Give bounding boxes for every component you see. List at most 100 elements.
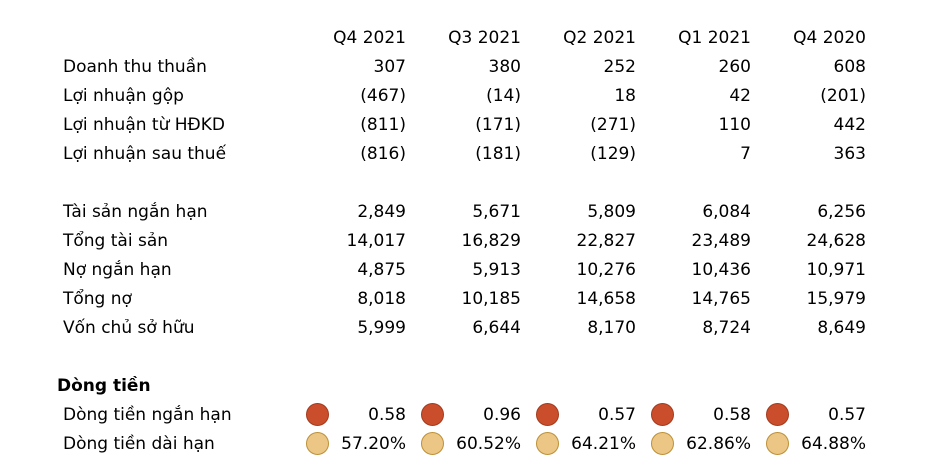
- table-row-total-assets: Tổng tài sản 14,017 16,829 22,827 23,489…: [55, 226, 866, 255]
- cell-value: 14,765: [691, 288, 751, 309]
- table-row-profit-after-tax: Lợi nhuận sau thuế (816) (181) (129) 7 3…: [55, 139, 866, 168]
- cell-value: 5,671: [472, 201, 521, 222]
- cell-value: 16,829: [461, 230, 521, 251]
- cell-value: 60.52%: [456, 433, 521, 454]
- row-label: Doanh thu thuần: [63, 56, 207, 77]
- yellow-circle-icon: [536, 432, 559, 455]
- cell-value: 307: [373, 56, 406, 77]
- cell-value: 252: [603, 56, 636, 77]
- cell-value: 62.86%: [686, 433, 751, 454]
- spacer-row: [55, 168, 866, 197]
- cell-value: 7: [740, 143, 751, 164]
- financial-table: Q4 2021 Q3 2021 Q2 2021 Q1 2021 Q4 2020 …: [55, 23, 866, 458]
- cell-value: 2,849: [357, 201, 406, 222]
- row-label: Vốn chủ sở hữu: [63, 317, 195, 338]
- cell-value: 8,649: [817, 317, 866, 338]
- table-row-gross-profit: Lợi nhuận gộp (467) (14) 18 42 (201): [55, 81, 866, 110]
- cell-value: 42: [729, 85, 751, 106]
- cell-value: 10,185: [461, 288, 521, 309]
- row-label: Lợi nhuận gộp: [63, 85, 184, 106]
- table-row-current-liabilities: Nợ ngắn hạn 4,875 5,913 10,276 10,436 10…: [55, 255, 866, 284]
- cell-value: (171): [475, 114, 521, 135]
- table-row-total-liabilities: Tổng nợ 8,018 10,185 14,658 14,765 15,97…: [55, 284, 866, 313]
- cell-value: 0.58: [368, 404, 406, 425]
- column-header-q4-2020: Q4 2020: [793, 27, 866, 48]
- cell-value: 15,979: [806, 288, 866, 309]
- cell-value: 110: [718, 114, 751, 135]
- cell-value: 6,256: [817, 201, 866, 222]
- cell-value: 10,276: [576, 259, 636, 280]
- red-circle-icon: [421, 403, 444, 426]
- table-row-net-revenue: Doanh thu thuần 307 380 252 260 608: [55, 52, 866, 81]
- row-label: Nợ ngắn hạn: [63, 259, 172, 280]
- yellow-circle-icon: [766, 432, 789, 455]
- cell-value: (467): [360, 85, 406, 106]
- cell-value: 64.88%: [801, 433, 866, 454]
- row-label: Lợi nhuận sau thuế: [63, 143, 227, 164]
- cell-value: 24,628: [806, 230, 866, 251]
- red-circle-icon: [651, 403, 674, 426]
- cell-value: (181): [475, 143, 521, 164]
- cell-value: 363: [833, 143, 866, 164]
- cell-value: 0.57: [598, 404, 636, 425]
- cell-value: 0.58: [713, 404, 751, 425]
- cell-value: 10,971: [806, 259, 866, 280]
- table-row-operating-profit: Lợi nhuận từ HĐKD (811) (171) (271) 110 …: [55, 110, 866, 139]
- row-label: Dòng tiền dài hạn: [63, 433, 215, 454]
- cell-value: 608: [833, 56, 866, 77]
- section-header-row-cashflow: Dòng tiền: [55, 371, 866, 400]
- cell-value: (816): [360, 143, 406, 164]
- cell-value: 4,875: [357, 259, 406, 280]
- column-header-q1-2021: Q1 2021: [678, 27, 751, 48]
- cell-value: 6,644: [472, 317, 521, 338]
- yellow-circle-icon: [651, 432, 674, 455]
- cell-value: 23,489: [691, 230, 751, 251]
- cell-value: 0.57: [828, 404, 866, 425]
- cell-value: 380: [488, 56, 521, 77]
- yellow-circle-icon: [306, 432, 329, 455]
- column-header-q3-2021: Q3 2021: [448, 27, 521, 48]
- cell-value: 6,084: [702, 201, 751, 222]
- cell-value: 5,999: [357, 317, 406, 338]
- row-label: Lợi nhuận từ HĐKD: [63, 114, 225, 135]
- row-label: Tổng tài sản: [63, 230, 169, 251]
- cell-value: (14): [486, 85, 521, 106]
- corner-cell: [55, 23, 291, 52]
- cell-value: 18: [614, 85, 636, 106]
- header-row: Q4 2021 Q3 2021 Q2 2021 Q1 2021 Q4 2020: [55, 23, 866, 52]
- cell-value: 5,809: [587, 201, 636, 222]
- cell-value: (129): [590, 143, 636, 164]
- red-circle-icon: [536, 403, 559, 426]
- table-row-short-term-cashflow: Dòng tiền ngắn hạn 0.58 0.96 0.57 0.58 0…: [55, 400, 866, 429]
- row-label: Dòng tiền ngắn hạn: [63, 404, 232, 425]
- cell-value: 14,017: [346, 230, 406, 251]
- cell-value: (271): [590, 114, 636, 135]
- column-header-q4-2021: Q4 2021: [333, 27, 406, 48]
- table-row-owners-equity: Vốn chủ sở hữu 5,999 6,644 8,170 8,724 8…: [55, 313, 866, 342]
- row-label: Tổng nợ: [63, 288, 132, 309]
- section-header: Dòng tiền: [57, 375, 151, 396]
- cell-value: 260: [718, 56, 751, 77]
- spacer-row: [55, 342, 866, 371]
- cell-value: (201): [820, 85, 866, 106]
- cell-value: 64.21%: [571, 433, 636, 454]
- red-circle-icon: [306, 403, 329, 426]
- column-header-q2-2021: Q2 2021: [563, 27, 636, 48]
- table-row-long-term-cashflow: Dòng tiền dài hạn 57.20% 60.52% 64.21% 6…: [55, 429, 866, 458]
- cell-value: 442: [833, 114, 866, 135]
- cell-value: 22,827: [576, 230, 636, 251]
- red-circle-icon: [766, 403, 789, 426]
- cell-value: 0.96: [483, 404, 521, 425]
- cell-value: 57.20%: [341, 433, 406, 454]
- cell-value: 10,436: [691, 259, 751, 280]
- cell-value: 8,724: [702, 317, 751, 338]
- yellow-circle-icon: [421, 432, 444, 455]
- cell-value: 14,658: [576, 288, 636, 309]
- cell-value: (811): [360, 114, 406, 135]
- cell-value: 8,018: [357, 288, 406, 309]
- row-label: Tài sản ngắn hạn: [63, 201, 208, 222]
- cell-value: 8,170: [587, 317, 636, 338]
- cell-value: 5,913: [472, 259, 521, 280]
- table-row-current-assets: Tài sản ngắn hạn 2,849 5,671 5,809 6,084…: [55, 197, 866, 226]
